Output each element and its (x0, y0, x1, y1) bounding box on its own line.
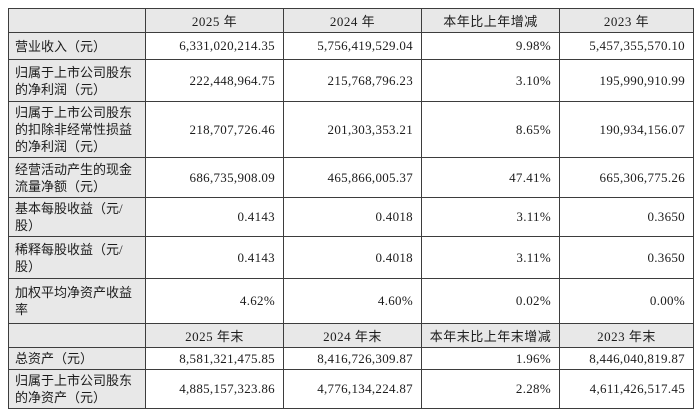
cell-value: 0.3650 (559, 197, 694, 237)
cell-value: 4,885,157,323.86 (145, 369, 284, 409)
column-header-2025: 2025 年 (145, 8, 284, 33)
cell-value: 4.62% (145, 278, 284, 324)
row-label: 总资产（元） (8, 347, 146, 370)
cell-value: 0.4018 (283, 197, 422, 237)
table-row-diluted-eps: 稀释每股收益（元/股） 0.4143 0.4018 3.11% 0.3650 (8, 236, 694, 279)
table-row-net-assets: 归属于上市公司股东的净资产（元） 4,885,157,323.86 4,776,… (8, 369, 694, 409)
cell-value: 686,735,908.09 (145, 157, 284, 198)
row-label: 加权平均净资产收益率 (8, 278, 146, 324)
row-label: 归属于上市公司股东的净利润（元） (8, 59, 146, 102)
cell-value: 2.28% (421, 369, 560, 409)
table-row-net-profit: 归属于上市公司股东的净利润（元） 222,448,964.75 215,768,… (8, 59, 694, 102)
cell-value: 5,756,419,529.04 (283, 32, 422, 60)
cell-value: 0.00% (559, 278, 694, 324)
corner-cell (8, 323, 146, 348)
cell-value: 8.65% (421, 101, 560, 158)
cell-value: 47.41% (421, 157, 560, 198)
cell-value: 215,768,796.23 (283, 59, 422, 102)
row-label: 归属于上市公司股东的净资产（元） (8, 369, 146, 409)
cell-value: 3.11% (421, 197, 560, 237)
column-header-2023: 2023 年 (559, 8, 694, 33)
row-label: 基本每股收益（元/股） (8, 197, 146, 237)
cell-value: 0.02% (421, 278, 560, 324)
column-header-yoy-change: 本年比上年增减 (421, 8, 560, 33)
row-label: 归属于上市公司股东的扣除非经常性损益的净利润（元） (8, 101, 146, 158)
cell-value: 4,611,426,517.45 (559, 369, 694, 409)
column-header-end-yoy-change: 本年末比上年末增减 (421, 323, 560, 348)
cell-value: 0.4143 (145, 197, 284, 237)
row-label: 经营活动产生的现金流量净额（元） (8, 157, 146, 198)
column-header-2024-end: 2024 年末 (283, 323, 422, 348)
row-label: 稀释每股收益（元/股） (8, 236, 146, 279)
table-row-total-assets: 总资产（元） 8,581,321,475.85 8,416,726,309.87… (8, 347, 694, 370)
table-row-net-profit-excl-nonrecurring: 归属于上市公司股东的扣除非经常性损益的净利润（元） 218,707,726.46… (8, 101, 694, 158)
cell-value: 5,457,355,570.10 (559, 32, 694, 60)
table-row-revenue: 营业收入（元） 6,331,020,214.35 5,756,419,529.0… (8, 32, 694, 60)
cell-value: 6,331,020,214.35 (145, 32, 284, 60)
table-row-basic-eps: 基本每股收益（元/股） 0.4143 0.4018 3.11% 0.3650 (8, 197, 694, 237)
row-label: 营业收入（元） (8, 32, 146, 60)
column-header-2023-end: 2023 年末 (559, 323, 694, 348)
column-header-2025-end: 2025 年末 (145, 323, 284, 348)
financial-summary-table: 2025 年 2024 年 本年比上年增减 2023 年 营业收入（元） 6,3… (8, 8, 694, 409)
column-header-2024: 2024 年 (283, 8, 422, 33)
cell-value: 4.60% (283, 278, 422, 324)
cell-value: 8,446,040,819.87 (559, 347, 694, 370)
cell-value: 222,448,964.75 (145, 59, 284, 102)
table-header-row-period-end: 2025 年末 2024 年末 本年末比上年末增减 2023 年末 (8, 323, 694, 348)
cell-value: 9.98% (421, 32, 560, 60)
cell-value: 8,416,726,309.87 (283, 347, 422, 370)
cell-value: 1.96% (421, 347, 560, 370)
cell-value: 201,303,353.21 (283, 101, 422, 158)
cell-value: 665,306,775.26 (559, 157, 694, 198)
cell-value: 0.3650 (559, 236, 694, 279)
table-header-row-annual: 2025 年 2024 年 本年比上年增减 2023 年 (8, 8, 694, 33)
table-row-weighted-avg-roe: 加权平均净资产收益率 4.62% 4.60% 0.02% 0.00% (8, 278, 694, 324)
cell-value: 8,581,321,475.85 (145, 347, 284, 370)
table-row-operating-cash-flow: 经营活动产生的现金流量净额（元） 686,735,908.09 465,866,… (8, 157, 694, 198)
cell-value: 195,990,910.99 (559, 59, 694, 102)
cell-value: 0.4018 (283, 236, 422, 279)
cell-value: 218,707,726.46 (145, 101, 284, 158)
cell-value: 4,776,134,224.87 (283, 369, 422, 409)
cell-value: 465,866,005.37 (283, 157, 422, 198)
cell-value: 0.4143 (145, 236, 284, 279)
cell-value: 3.11% (421, 236, 560, 279)
corner-cell (8, 8, 146, 33)
cell-value: 3.10% (421, 59, 560, 102)
cell-value: 190,934,156.07 (559, 101, 694, 158)
